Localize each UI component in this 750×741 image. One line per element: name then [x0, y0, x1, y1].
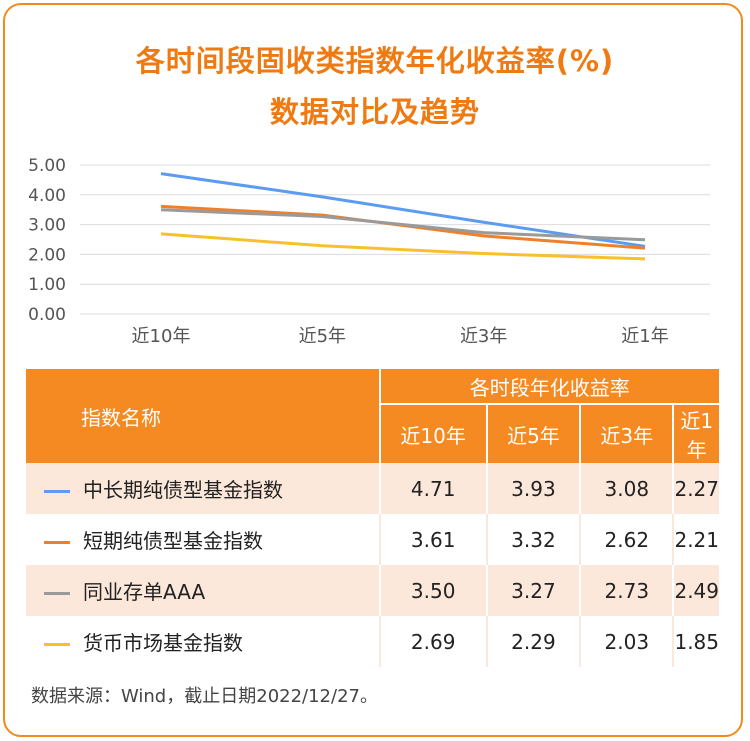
row-name-cell: 同业存单AAA: [26, 565, 380, 616]
y-tick-label: 1.00: [28, 275, 66, 295]
chart-title-line2: 数据对比及趋势: [269, 95, 480, 129]
x-tick-label: 近3年: [460, 326, 507, 347]
x-tick-label: 近1年: [621, 326, 668, 347]
y-tick-label: 5.00: [28, 156, 66, 176]
legend-line: [44, 643, 70, 646]
value-cell: 1.85: [672, 616, 719, 667]
table-row: 货币市场基金指数 2.69 2.29 2.03 1.85: [26, 616, 719, 667]
value-cell: 2.49: [672, 565, 719, 616]
series-line-0: [160, 172, 646, 248]
table-row: 短期纯债型基金指数 3.61 3.32 2.62 2.21: [26, 514, 719, 565]
table-row: 中长期纯债型基金指数 4.71 3.93 3.08 2.27: [26, 463, 719, 514]
index-name: 中长期纯债型基金指数: [83, 478, 283, 502]
row-name-cell: 中长期纯债型基金指数: [26, 463, 380, 514]
legend-line: [44, 592, 70, 595]
value-cell: 2.69: [378, 616, 487, 667]
value-cell: 2.62: [579, 514, 674, 565]
value-cell: 3.08: [579, 463, 674, 514]
table-row: 同业存单AAA 3.50 3.27 2.73 2.49: [26, 565, 719, 616]
header-col-5y: 近5年: [485, 403, 581, 463]
value-cell: 4.71: [378, 463, 487, 514]
y-tick-label: 3.00: [28, 216, 66, 236]
table-subheader-row: 近10年 近5年 近3年 近1年: [26, 403, 719, 463]
value-cell: 3.93: [485, 463, 581, 514]
legend-line: [44, 490, 70, 493]
header-col-3y: 近3年: [579, 403, 674, 463]
y-tick-label: 2.00: [28, 245, 66, 265]
header-index-name: 指数名称: [26, 369, 380, 463]
legend-line: [44, 541, 70, 544]
header-col-10y: 近10年: [378, 403, 487, 463]
x-tick-label: 近10年: [132, 326, 191, 347]
index-name: 短期纯债型基金指数: [83, 529, 263, 553]
x-tick-label: 近5年: [299, 326, 346, 347]
series-line-2: [160, 208, 646, 242]
card-frame: [3, 3, 743, 737]
data-table: 指数名称 各时段年化收益率 近10年 近5年 近3年 近1年 中长期纯债型基金指…: [26, 369, 719, 667]
line-chart: 0.00 1.00 2.00 3.00 4.00 5.00 近10年 近5年 近3年 近1年: [28, 156, 710, 347]
row-name-cell: 货币市场基金指数: [26, 616, 380, 667]
header-group: 各时段年化收益率: [378, 369, 719, 404]
value-cell: 2.03: [579, 616, 674, 667]
y-tick-label: 0.00: [28, 305, 66, 325]
index-name: 货币市场基金指数: [83, 631, 243, 655]
y-tick-label: 4.00: [28, 186, 66, 206]
chart-title-line1: 各时间段固收类指数年化收益率(%): [135, 44, 615, 78]
value-cell: 2.27: [672, 463, 719, 514]
value-cell: 2.29: [485, 616, 581, 667]
value-cell: 3.32: [485, 514, 581, 565]
header-col-1y: 近1年: [672, 403, 719, 463]
source-note: 数据来源：Wind，截止日期2022/12/27。: [31, 686, 378, 707]
table-header-row: 指数名称 各时段年化收益率: [26, 369, 719, 463]
series-line-3: [160, 232, 646, 261]
value-cell: 2.21: [672, 514, 719, 565]
row-name-cell: 短期纯债型基金指数: [26, 514, 380, 565]
value-cell: 3.61: [378, 514, 487, 565]
value-cell: 3.27: [485, 565, 581, 616]
index-name: 同业存单AAA: [83, 580, 206, 604]
value-cell: 2.73: [579, 565, 674, 616]
value-cell: 3.50: [378, 565, 487, 616]
